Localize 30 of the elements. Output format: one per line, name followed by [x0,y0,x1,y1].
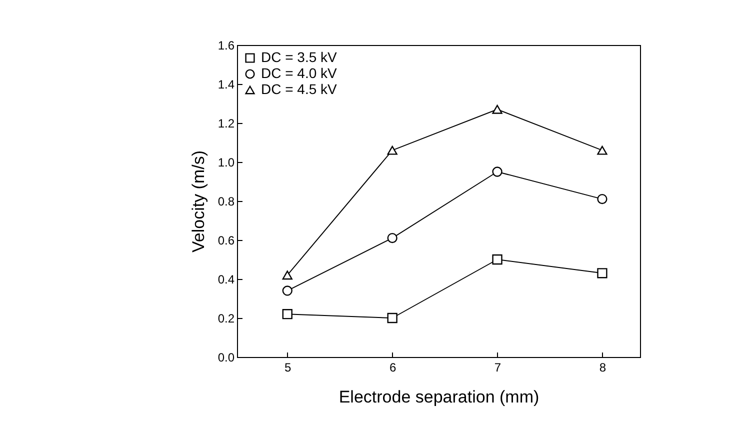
legend-label: DC = 4.0 kV [261,65,338,81]
point [387,232,398,244]
x-tick-label: 7 [494,360,502,374]
x-tick-label: 6 [389,360,396,374]
y-tick-label: 1.2 [218,116,235,130]
x-tick-label: 8 [599,360,606,374]
y-tick-label: 0.6 [218,234,235,248]
point [282,309,292,320]
point [492,166,502,177]
point [492,254,502,265]
y-tick-label: 1.6 [218,38,235,52]
y-tick-label: 0.0 [218,350,235,364]
legend-label: DC = 4.5 kV [261,81,338,97]
x-tick-label: 5 [284,360,292,374]
y-tick-label: 1.0 [218,156,235,170]
point [597,146,608,155]
point [492,104,502,114]
point [387,146,398,155]
y-axis-title: Velocity (m/s) [188,150,208,253]
y-tick-label: 0.8 [218,194,235,208]
y-tick-label: 0.4 [218,272,235,286]
x-axis-title: Electrode separation (mm) [338,388,540,406]
y-tick-label: 0.2 [218,312,235,326]
point [597,194,608,204]
point [282,270,292,280]
y-tick-label: 1.4 [218,78,235,92]
point [597,268,608,278]
point [282,286,292,296]
legend-label: DC = 3.5 kV [261,49,338,65]
point [387,312,398,324]
